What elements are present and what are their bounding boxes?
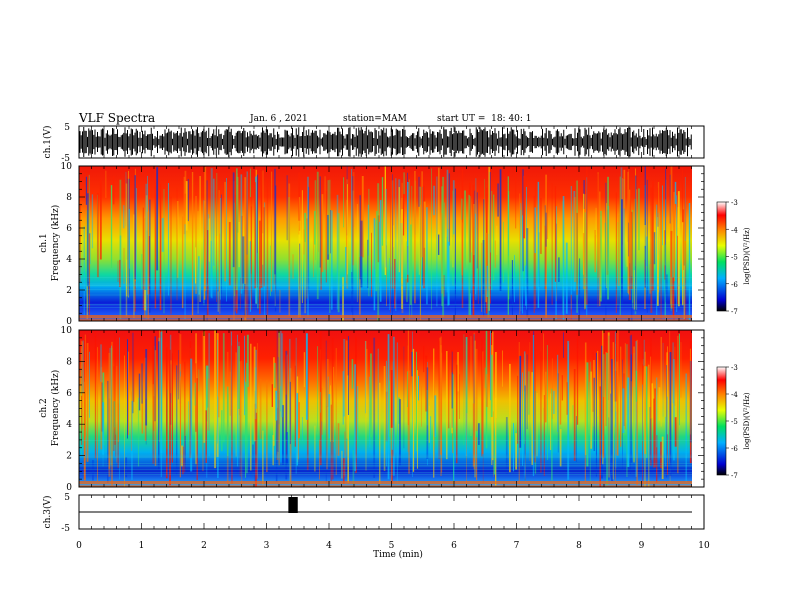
ch1-colorbar bbox=[716, 201, 727, 312]
spec0-ytick-label-0: 0 bbox=[66, 317, 72, 327]
header-date: Jan. 6 , 2021 bbox=[250, 114, 308, 124]
cbt2-label-1: -4 bbox=[731, 391, 738, 399]
x-tick-label-1: 1 bbox=[139, 541, 145, 551]
header-station: station=MAM bbox=[343, 114, 407, 124]
ch2-spectrogram-streaks bbox=[79, 330, 692, 487]
x-tick-label-6: 6 bbox=[451, 541, 457, 551]
spec1-ytick-label-5: 10 bbox=[61, 326, 73, 336]
cbt1-label-2: -5 bbox=[731, 254, 738, 262]
cbt1-label-3: -6 bbox=[731, 281, 738, 289]
ch2-spectrogram-ylabel-top: ch.2 bbox=[39, 398, 49, 417]
ch1-spectrogram-ytick-labels: 0 2 4 6 8 10 bbox=[61, 162, 73, 327]
x-tick-label-5: 5 bbox=[389, 541, 395, 551]
cbt2-label-3: -6 bbox=[731, 445, 738, 453]
x-tick-label-8: 8 bbox=[576, 541, 582, 551]
spec1-ytick-label-2: 4 bbox=[66, 420, 72, 430]
ch2-colorbar bbox=[716, 366, 727, 476]
ch1-spectrogram-streaks bbox=[79, 166, 692, 321]
header-start-time: start UT = 18: 40: 1 bbox=[437, 114, 532, 124]
spec0-ytick-label-5: 10 bbox=[61, 162, 73, 172]
ch1-waveform-path bbox=[79, 127, 692, 157]
cbt2-label-0: -3 bbox=[731, 364, 738, 372]
streaks2-lowband bbox=[79, 481, 692, 484]
cbt1-label-0: -3 bbox=[731, 199, 738, 207]
ch3-wave-ytick-bottom: -5 bbox=[61, 524, 70, 534]
x-axis-label: Time (min) bbox=[373, 549, 423, 560]
spec1-ytick-label-4: 8 bbox=[66, 357, 72, 367]
ch3-waveform-ylabel: ch.3(V) bbox=[42, 496, 53, 529]
spec0-ytick-label-3: 6 bbox=[66, 224, 72, 234]
x-tick-label-0: 0 bbox=[76, 541, 82, 551]
ch2-colorbar-ticks: -3 -4 -5 -6 -7 bbox=[726, 364, 738, 480]
ch2-spectrogram-ylabel: Frequency (kHz) bbox=[50, 370, 61, 447]
ch2-colorbar-label: log(PSD)(V²/Hz) bbox=[743, 392, 751, 449]
ch3-pulse bbox=[288, 497, 298, 513]
x-tick-label-2: 2 bbox=[201, 541, 207, 551]
ch1-colorbar-ticks: -3 -4 -5 -6 -7 bbox=[726, 199, 738, 316]
spec0-ytick-label-2: 4 bbox=[66, 255, 72, 265]
y-axis-ticks bbox=[79, 165, 704, 488]
ch1-spectrogram-ylabel: Frequency (kHz) bbox=[50, 205, 61, 282]
streaks1-lowband bbox=[79, 315, 692, 318]
spec1-ytick-label-3: 6 bbox=[66, 389, 72, 399]
ch1-colorbar-label: log(PSD)(V²/Hz) bbox=[743, 227, 751, 284]
cbt2-label-4: -7 bbox=[731, 472, 738, 480]
spec0-ytick-label-4: 8 bbox=[66, 193, 72, 203]
ch2-spectrogram-ytick-labels: 0 2 4 6 8 10 bbox=[61, 326, 73, 493]
x-tick-label-9: 9 bbox=[639, 541, 645, 551]
spec1-ytick-label-1: 2 bbox=[66, 452, 72, 462]
x-tick-label-7: 7 bbox=[514, 541, 520, 551]
ch1-wave-ytick-bottom: -5 bbox=[61, 154, 70, 164]
ch1-waveform-ylabel: ch.1(V) bbox=[42, 126, 53, 159]
x-axis-ticks bbox=[78, 126, 705, 529]
x-tick-label-10: 10 bbox=[698, 541, 710, 551]
spec0-ytick-label-1: 2 bbox=[66, 286, 72, 296]
x-tick-label-3: 3 bbox=[264, 541, 270, 551]
cbt2-label-2: -5 bbox=[731, 418, 738, 426]
ch1-waveform-trace bbox=[79, 127, 692, 157]
cbt1-label-4: -7 bbox=[731, 308, 738, 316]
ch1-spectrogram-ylabel-top: ch.1 bbox=[39, 233, 49, 252]
x-tick-label-4: 4 bbox=[326, 541, 332, 551]
ch3-wave-ytick-top: 5 bbox=[64, 493, 70, 503]
ch1-wave-ytick-top: 5 bbox=[64, 123, 70, 133]
x-axis-tick-labels: 0 1 2 3 4 5 6 7 8 9 10 bbox=[76, 541, 710, 551]
figure-title: VLF Spectra bbox=[79, 111, 156, 125]
spec1-ytick-label-0: 0 bbox=[66, 483, 72, 493]
cbt1-label-1: -4 bbox=[731, 226, 738, 234]
